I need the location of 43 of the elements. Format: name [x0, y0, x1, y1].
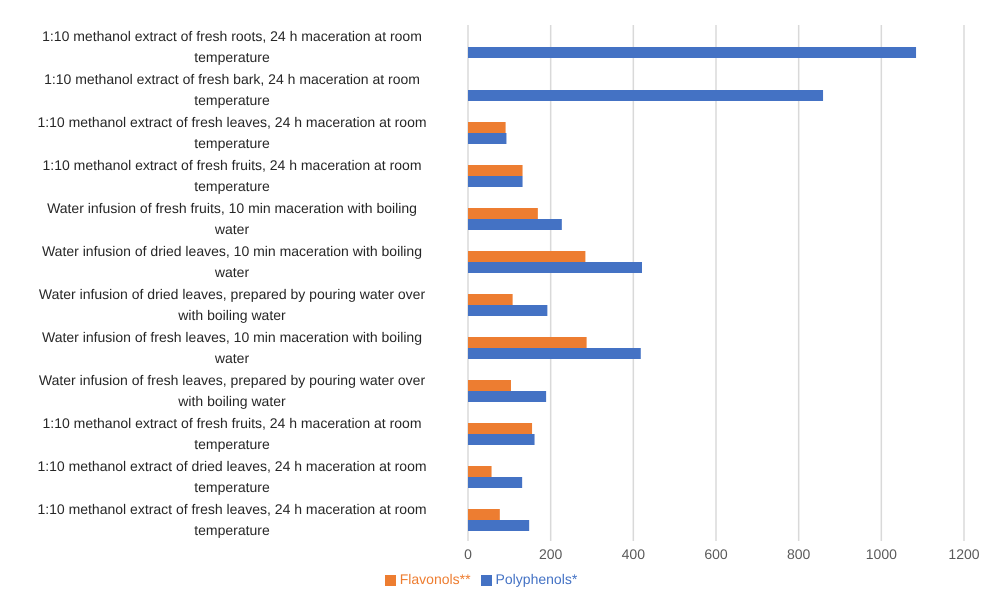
y-tick-label: 1:10 methanol extract of fresh leaves, 24 h maceration at room temperature	[37, 114, 427, 151]
bar	[468, 208, 538, 219]
x-tick-label: 200	[538, 546, 563, 562]
y-tick-label: 1:10 methanol extract of fresh roots, 24 h maceration at room temperature	[42, 28, 422, 65]
y-tick-label: Water infusion of dried leaves, 10 min maceration with boiling water	[42, 242, 422, 280]
bar	[468, 348, 641, 359]
y-tick-label: Water infusion of dried leaves, prepared by pouring water over with boiling water	[38, 286, 426, 323]
bar	[468, 337, 587, 348]
y-tick-label: 1:10 methanol extract of dried leaves, 24 h maceration at room temperature	[37, 458, 427, 495]
bar	[468, 122, 506, 133]
bar	[468, 251, 586, 262]
y-tick-label: 1:10 methanol extract of fresh bark, 24 h maceration at room temperature	[44, 70, 420, 108]
legend-label: Flavonols**	[400, 571, 471, 587]
y-tick-label: 1:10 methanol extract of fresh fruits, 24 h maceration at room temperature	[42, 414, 422, 452]
bar	[468, 380, 511, 391]
bar	[468, 294, 513, 305]
y-tick-label: 1:10 methanol extract of fresh leaves, 24 h maceration at room temperature	[37, 500, 427, 538]
bar	[468, 477, 522, 488]
x-tick-label: 1000	[866, 546, 898, 562]
bar	[468, 176, 523, 187]
bar	[468, 90, 824, 101]
x-tick-label: 0	[464, 546, 472, 562]
bar	[468, 262, 642, 273]
x-tick-label: 600	[704, 546, 728, 562]
bar	[468, 47, 916, 58]
bar	[468, 520, 530, 531]
bar	[468, 509, 500, 520]
y-tick-label: Water infusion of fresh leaves, prepared by pouring water over with boiling water	[38, 372, 426, 409]
bar	[468, 133, 506, 144]
bar	[468, 165, 523, 176]
x-tick-label: 800	[786, 546, 811, 562]
bar	[468, 219, 562, 230]
legend-label: Polyphenols*	[496, 571, 578, 587]
bar	[468, 466, 492, 477]
y-tick-label: Water infusion of fresh fruits, 10 min maceration with boiling water	[47, 200, 417, 237]
bar	[468, 434, 535, 445]
bar	[468, 391, 546, 402]
x-tick-label: 400	[622, 546, 646, 562]
bar	[468, 305, 548, 316]
y-tick-label: Water infusion of fresh leaves, 10 min maceration with boiling water	[42, 328, 422, 366]
bar	[468, 423, 532, 434]
y-tick-label: 1:10 methanol extract of fresh fruits, 24 h maceration at room temperature	[42, 156, 422, 194]
x-tick-label: 1200	[948, 546, 980, 562]
